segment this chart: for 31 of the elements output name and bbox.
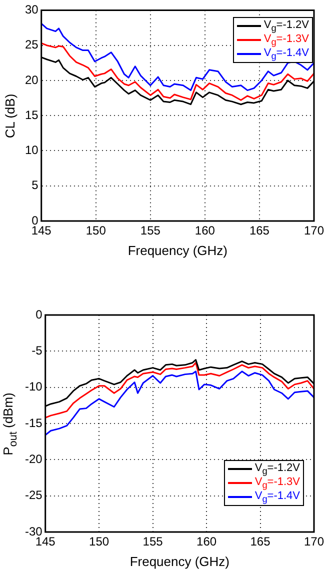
x-tick-label: 165	[250, 534, 271, 549]
x-axis-title: Frequency (GHz)	[128, 242, 228, 258]
y-tick-label: 20	[24, 72, 39, 87]
x-axis-title: Frequency (GHz)	[130, 554, 230, 569]
legend-label: V$_{g}$=-1.4V	[254, 490, 300, 504]
legend-label: V$_{g}$=-1.3V	[264, 33, 309, 48]
y-tick-label: 25	[24, 38, 39, 52]
y-tick-label: 10	[24, 143, 39, 158]
y-tick-label: 15	[24, 108, 39, 122]
y-tick-label: -5	[32, 343, 43, 358]
x-tick-label: 160	[196, 534, 217, 549]
y-tick-label: 30	[24, 2, 39, 17]
legend-label: V$_{g}$=-1.4V	[264, 47, 309, 62]
legend-label: V$_{g}$=-1.2V	[254, 462, 300, 476]
x-tick-label: 150	[89, 534, 110, 549]
y-tick-label: -25	[25, 488, 43, 502]
legend-label: V$_{g}$=-1.2V	[264, 19, 309, 34]
x-tick-label: 155	[142, 534, 164, 549]
x-tick-label: 150	[86, 224, 106, 238]
x-tick-label: 160	[194, 224, 216, 238]
x-tick-label: 165	[249, 224, 270, 238]
legend-label: V$_{g}$=-1.3V	[254, 476, 300, 490]
y-tick-label: -15	[25, 416, 43, 430]
y-tick-label: 5	[32, 178, 39, 192]
x-tick-label: 170	[304, 534, 324, 549]
y-tick-label: -10	[25, 380, 43, 394]
y-tick-label: -20	[25, 452, 43, 466]
y-tick-label: 0	[36, 307, 43, 322]
y-axis-title: CL (dB)	[2, 93, 18, 138]
x-tick-label: 170	[304, 224, 324, 238]
x-tick-label: 155	[140, 224, 161, 238]
